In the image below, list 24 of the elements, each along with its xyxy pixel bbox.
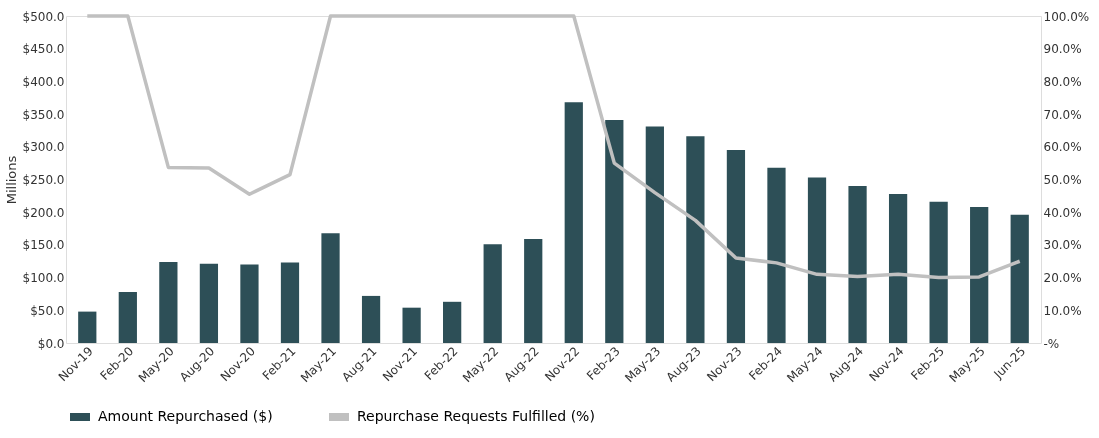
y2-tick-label: 40.0% <box>1043 205 1082 220</box>
y2-tick-label: 10.0% <box>1043 303 1082 318</box>
y-tick-label: $500.0 <box>22 9 65 24</box>
y-tick-label: $100.0 <box>22 271 65 286</box>
y2-tick-label: 20.0% <box>1043 271 1082 286</box>
y2-tick-label: 70.0% <box>1043 107 1082 122</box>
y-tick-label: $300.0 <box>22 140 65 155</box>
y2-tick-label: 60.0% <box>1043 140 1082 155</box>
y-axis-title: Millions <box>3 155 19 205</box>
y2-tick-label: 80.0% <box>1043 74 1082 89</box>
y-tick-label: $350.0 <box>22 107 65 122</box>
y-tick-label: $150.0 <box>22 238 65 253</box>
y2-tick-label: 30.0% <box>1043 238 1082 253</box>
legend-label: Amount Repurchased ($) <box>98 408 273 424</box>
y-tick-label: $50.0 <box>30 303 65 318</box>
y-tick-label: $200.0 <box>22 205 65 220</box>
y2-tick-label: 90.0% <box>1043 42 1082 57</box>
y-tick-label: $450.0 <box>22 42 65 57</box>
y-tick-label: $400.0 <box>22 74 65 89</box>
y2-tick-label: 100.0% <box>1043 9 1090 24</box>
y2-tick-label: -% <box>1043 336 1060 351</box>
y-tick-label: $250.0 <box>22 173 65 187</box>
y2-tick-label: 50.0% <box>1043 173 1082 187</box>
legend-label: Repurchase Requests Fulfilled (%) <box>357 408 595 424</box>
